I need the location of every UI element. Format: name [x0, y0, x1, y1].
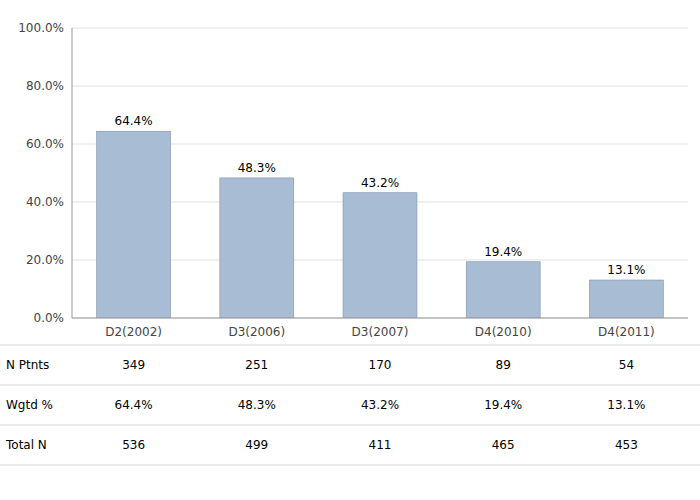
y-axis: [72, 28, 73, 318]
x-tick-label: D2(2002): [105, 325, 162, 339]
table: N Ptnts 349 251 170 89 54 Wgtd % 64.4% 48.3% 43.2…: [0, 345, 700, 465]
bar: [343, 193, 417, 318]
table-cell: 89: [496, 358, 511, 372]
y-tick-label: 80.0%: [26, 79, 64, 93]
bars: [97, 131, 664, 318]
table-cell: 64.4%: [115, 398, 153, 412]
chart: 0.0% 20.0% 40.0% 60.0% 80.0% 100.0% 64.4% 48.3%…: [0, 0, 700, 500]
grid-line: [72, 86, 688, 87]
table-separator: [0, 465, 700, 466]
table-cell: 170: [369, 358, 392, 372]
table-cell: 453: [615, 438, 638, 452]
data-label: 13.1%: [607, 263, 645, 277]
bar: [220, 178, 294, 318]
table-separator: [0, 425, 700, 426]
table-cell: 54: [619, 358, 634, 372]
y-tick-label: 0.0%: [34, 311, 65, 325]
table-cell: 43.2%: [361, 398, 399, 412]
y-tick-label: 60.0%: [26, 137, 64, 151]
table-cell: 349: [122, 358, 145, 372]
table-row-label: Wgtd %: [6, 398, 53, 412]
bar: [97, 131, 171, 318]
y-tick-label: 40.0%: [26, 195, 64, 209]
bar: [589, 280, 663, 318]
x-axis: [72, 318, 688, 319]
table-separator: [0, 345, 700, 346]
bar: [466, 262, 540, 318]
y-tick-label: 100.0%: [18, 21, 64, 35]
table-row-label: Total N: [5, 438, 47, 452]
table-cell: 499: [245, 438, 268, 452]
data-label: 43.2%: [361, 176, 399, 190]
table-cell: 251: [245, 358, 268, 372]
table-row-label: N Ptnts: [6, 358, 49, 372]
grid-line: [72, 28, 688, 29]
table-cell: 536: [122, 438, 145, 452]
table-separator: [0, 385, 700, 386]
grid-line: [72, 318, 688, 319]
x-tick-label: D4(2010): [475, 325, 532, 339]
data-label: 19.4%: [484, 245, 522, 259]
table-cell: 13.1%: [607, 398, 645, 412]
grid: [72, 28, 688, 318]
y-tick-label: 20.0%: [26, 253, 64, 267]
table-cell: 19.4%: [484, 398, 522, 412]
x-tick-label: D3(2007): [352, 325, 409, 339]
data-label: 48.3%: [238, 161, 276, 175]
x-tick-label: D3(2006): [228, 325, 285, 339]
data-label: 64.4%: [115, 114, 153, 128]
table-cell: 48.3%: [238, 398, 276, 412]
x-tick-label: D4(2011): [598, 325, 655, 339]
table-cell: 465: [492, 438, 515, 452]
table-cell: 411: [369, 438, 392, 452]
